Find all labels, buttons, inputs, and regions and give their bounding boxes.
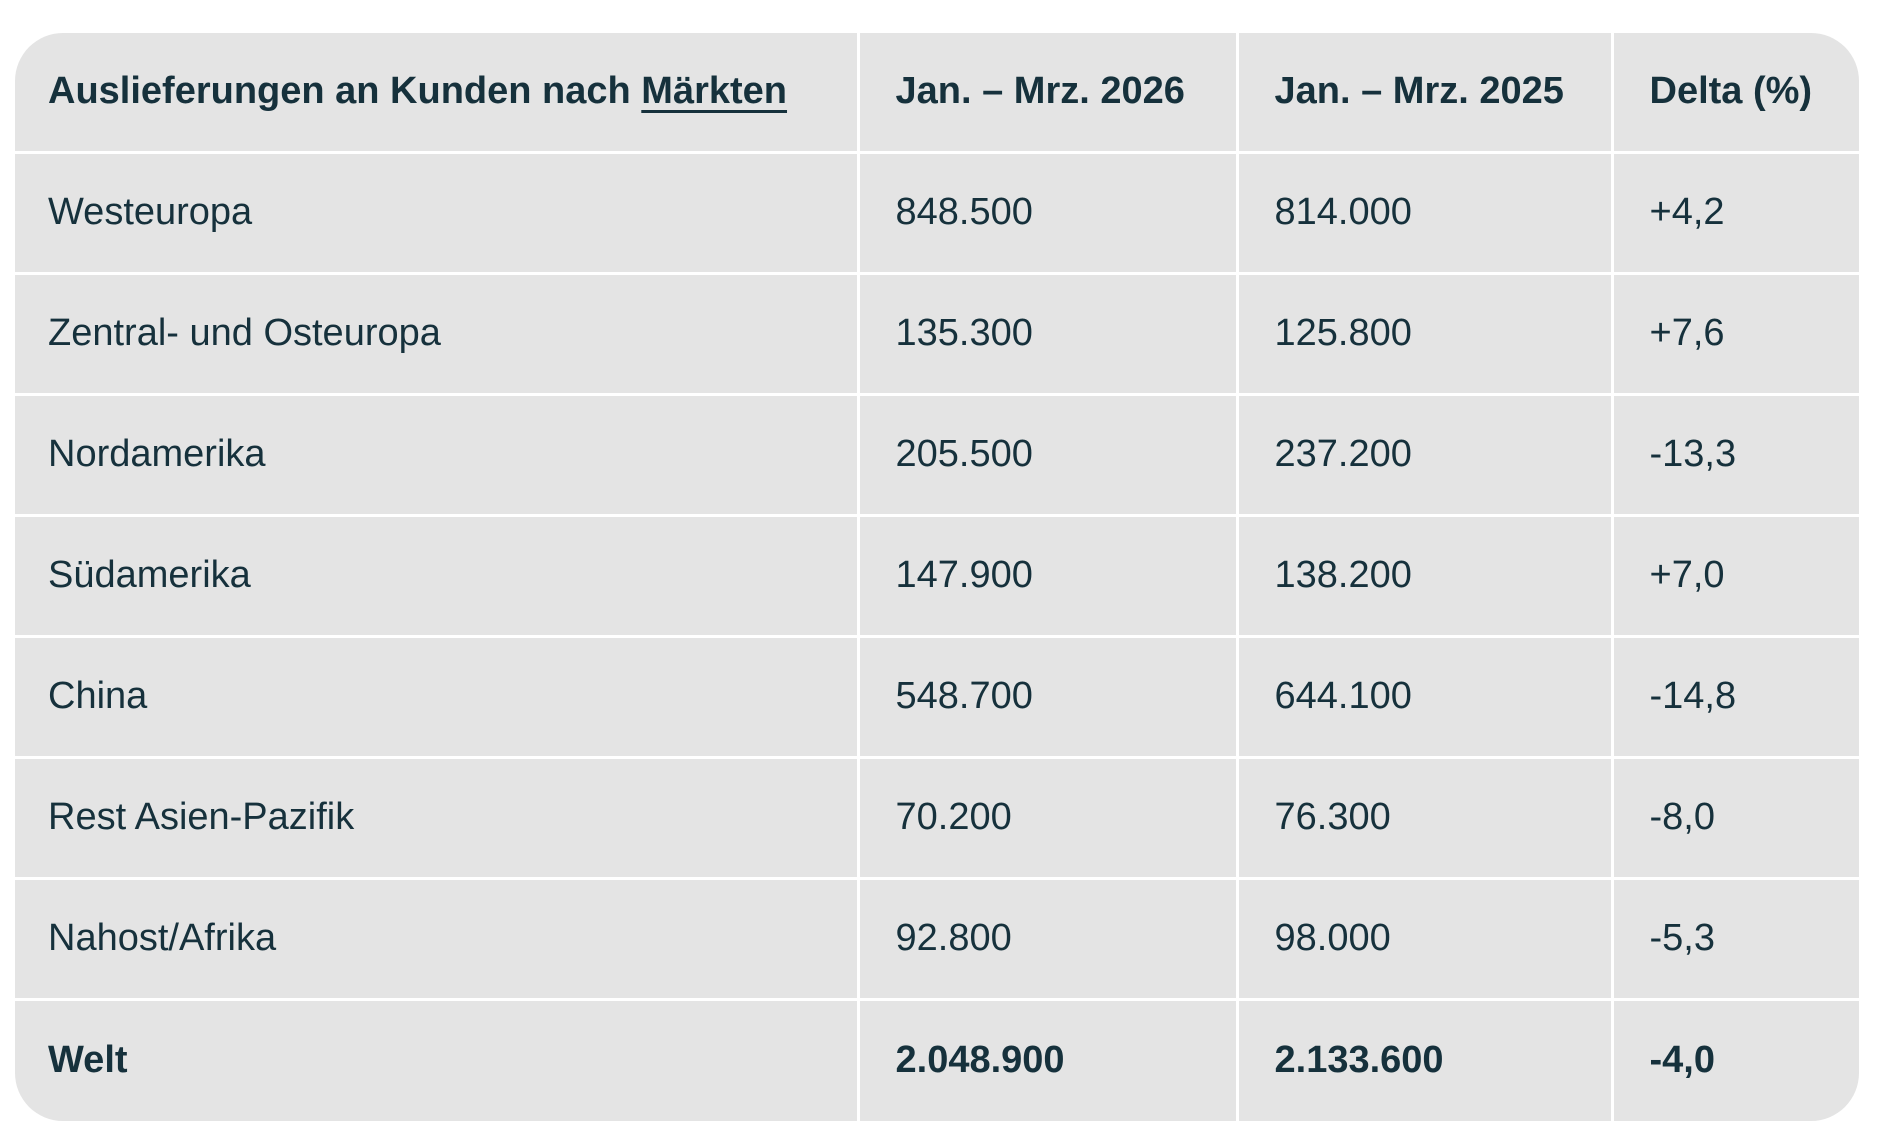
delta-value: -8,0 xyxy=(1612,757,1859,880)
market-label: Südamerika xyxy=(15,515,860,638)
deliveries-table: Auslieferungen an Kunden nach Märkten Ja… xyxy=(15,33,1859,1121)
value-2025: 138.200 xyxy=(1237,515,1614,638)
delta-value: +7,0 xyxy=(1612,515,1859,638)
deliveries-table-card: Auslieferungen an Kunden nach Märkten Ja… xyxy=(15,33,1859,1121)
delta-value: -13,3 xyxy=(1612,394,1859,517)
value-2026: 205.500 xyxy=(858,394,1239,517)
table-row: China 548.700 644.100 -14,8 xyxy=(15,636,1859,759)
market-label: Rest Asien-Pazifik xyxy=(15,757,860,880)
total-value-2026: 2.048.900 xyxy=(858,999,1239,1121)
delta-value: -14,8 xyxy=(1612,636,1859,759)
value-2025: 125.800 xyxy=(1237,273,1614,396)
market-label: Nahost/Afrika xyxy=(15,878,860,1001)
value-2025: 76.300 xyxy=(1237,757,1614,880)
table-row: Rest Asien-Pazifik 70.200 76.300 -8,0 xyxy=(15,757,1859,880)
delta-value: +4,2 xyxy=(1612,152,1859,275)
table-title: Auslieferungen an Kunden nach Märkten xyxy=(15,33,860,154)
delta-value: -5,3 xyxy=(1612,878,1859,1001)
value-2026: 147.900 xyxy=(858,515,1239,638)
total-row: Welt 2.048.900 2.133.600 -4,0 xyxy=(15,999,1859,1121)
total-value-2025: 2.133.600 xyxy=(1237,999,1614,1121)
table-row: Westeuropa 848.500 814.000 +4,2 xyxy=(15,152,1859,275)
value-2026: 848.500 xyxy=(858,152,1239,275)
value-2025: 237.200 xyxy=(1237,394,1614,517)
markets-link[interactable]: Märkten xyxy=(641,69,788,112)
value-2025: 644.100 xyxy=(1237,636,1614,759)
value-2026: 92.800 xyxy=(858,878,1239,1001)
value-2026: 135.300 xyxy=(858,273,1239,396)
table-title-text: Auslieferungen an Kunden nach xyxy=(48,69,642,112)
total-label: Welt xyxy=(15,999,860,1121)
col-header-2025: Jan. – Mrz. 2025 xyxy=(1237,33,1614,154)
header-row: Auslieferungen an Kunden nach Märkten Ja… xyxy=(15,33,1859,154)
delta-value: +7,6 xyxy=(1612,273,1859,396)
value-2026: 548.700 xyxy=(858,636,1239,759)
market-label: Zentral- und Osteuropa xyxy=(15,273,860,396)
market-label: Westeuropa xyxy=(15,152,860,275)
col-header-2026: Jan. – Mrz. 2026 xyxy=(858,33,1239,154)
value-2025: 814.000 xyxy=(1237,152,1614,275)
total-delta-value: -4,0 xyxy=(1612,999,1859,1121)
value-2026: 70.200 xyxy=(858,757,1239,880)
col-header-delta: Delta (%) xyxy=(1612,33,1859,154)
table-row: Zentral- und Osteuropa 135.300 125.800 +… xyxy=(15,273,1859,396)
market-label: Nordamerika xyxy=(15,394,860,517)
table-row: Nahost/Afrika 92.800 98.000 -5,3 xyxy=(15,878,1859,1001)
table-row: Südamerika 147.900 138.200 +7,0 xyxy=(15,515,1859,638)
market-label: China xyxy=(15,636,860,759)
value-2025: 98.000 xyxy=(1237,878,1614,1001)
table-row: Nordamerika 205.500 237.200 -13,3 xyxy=(15,394,1859,517)
